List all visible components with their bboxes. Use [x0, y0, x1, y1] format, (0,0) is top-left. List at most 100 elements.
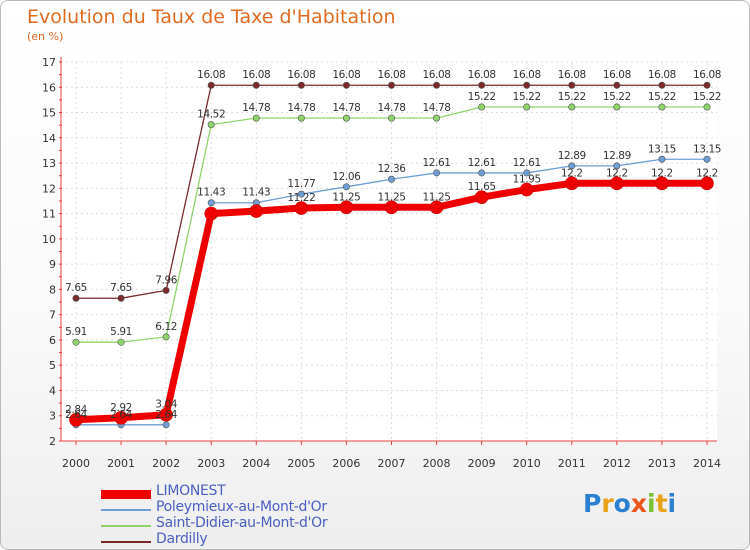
data-label: 11.43	[197, 187, 225, 199]
data-label: 11.43	[242, 187, 270, 199]
data-point	[162, 333, 170, 341]
y-tick-label: 2	[49, 435, 56, 448]
data-label: 16.08	[558, 69, 586, 81]
data-label: 12.61	[468, 157, 496, 169]
data-label: 11.25	[423, 191, 451, 203]
data-point	[478, 81, 486, 89]
data-point	[478, 103, 486, 111]
data-point	[613, 103, 621, 111]
x-tick-label: 2009	[468, 457, 496, 470]
data-label: 16.08	[468, 69, 496, 81]
legend-label: Dardilly	[156, 531, 208, 547]
y-tick-label: 3	[49, 410, 56, 423]
data-label: 15.22	[558, 91, 586, 103]
logo-letter: i	[647, 489, 656, 518]
data-point	[249, 204, 264, 218]
y-tick-label: 17	[42, 56, 56, 69]
data-label: 11.22	[287, 192, 315, 204]
data-label: 7.65	[110, 282, 132, 294]
data-point	[610, 176, 624, 191]
data-point	[523, 169, 531, 177]
x-tick-label: 2000	[62, 457, 90, 470]
data-point	[72, 294, 80, 302]
chart-subtitle: (en %)	[27, 30, 64, 43]
data-point	[658, 103, 666, 111]
data-point	[519, 182, 534, 197]
data-label: 11.25	[332, 191, 360, 203]
logo-letter: o	[613, 489, 631, 518]
data-point	[433, 169, 441, 177]
data-label: 14.78	[423, 102, 451, 114]
data-label: 14.78	[287, 102, 315, 114]
data-label: 11.95	[513, 174, 541, 186]
legend-swatch	[101, 525, 151, 527]
y-tick-label: 6	[49, 334, 56, 347]
y-tick-label: 5	[49, 359, 56, 372]
x-tick-label: 2010	[513, 457, 541, 470]
data-point	[564, 176, 579, 191]
logo-letter: i	[667, 489, 677, 518]
data-point	[433, 81, 441, 89]
logo-letter: r	[601, 489, 614, 518]
data-label: 2.64	[110, 409, 132, 421]
data-label: 12.06	[332, 171, 361, 183]
data-point	[297, 114, 305, 122]
legend-label: LIMONEST	[156, 483, 226, 499]
data-point	[658, 155, 666, 163]
y-tick-label: 15	[42, 107, 56, 120]
data-point	[297, 81, 305, 89]
data-point	[387, 114, 395, 122]
data-point	[117, 338, 125, 346]
data-label: 2.64	[155, 409, 177, 421]
data-point	[342, 183, 350, 191]
data-point	[568, 162, 576, 170]
data-label: 2.92	[110, 402, 132, 414]
data-label: 16.08	[242, 69, 270, 81]
data-point	[703, 103, 711, 111]
data-label: 7.96	[155, 274, 177, 286]
logo-letter: P	[583, 489, 602, 518]
data-point	[204, 206, 219, 221]
data-point	[162, 421, 170, 429]
logo-letter: t	[655, 489, 668, 518]
y-tick-label: 4	[49, 384, 56, 397]
data-label: 16.08	[693, 69, 721, 81]
y-tick-label: 12	[42, 182, 56, 195]
data-point	[568, 81, 576, 89]
data-point	[252, 114, 260, 122]
data-point	[159, 407, 173, 422]
data-point	[69, 412, 83, 427]
data-label: 16.08	[287, 69, 315, 81]
data-label: 12.36	[377, 163, 406, 175]
data-label: 14.52	[197, 109, 225, 121]
y-tick-label: 14	[42, 132, 56, 145]
data-point	[297, 190, 305, 198]
data-label: 16.08	[423, 69, 451, 81]
data-label: 16.08	[513, 69, 541, 81]
legend-swatch	[101, 541, 151, 543]
legend-swatch	[101, 509, 151, 511]
data-point	[523, 103, 531, 111]
y-tick-label: 8	[49, 283, 56, 296]
x-tick-label: 2003	[197, 457, 225, 470]
data-label: 12.2	[606, 167, 628, 179]
y-tick-label: 13	[42, 157, 56, 170]
data-label: 14.78	[332, 102, 360, 114]
data-label: 15.22	[603, 91, 631, 103]
data-point	[523, 81, 531, 89]
data-label: 5.91	[110, 326, 132, 338]
data-label: 12.89	[558, 150, 586, 162]
data-point	[387, 81, 395, 89]
data-point	[117, 294, 125, 302]
x-tick-label: 2012	[603, 457, 631, 470]
data-point	[207, 81, 215, 89]
data-label: 16.08	[377, 69, 405, 81]
data-label: 15.22	[513, 91, 541, 103]
data-point	[114, 410, 128, 425]
data-point	[703, 81, 711, 89]
data-label: 11.77	[287, 178, 315, 190]
data-point	[207, 199, 215, 207]
data-point	[613, 81, 621, 89]
